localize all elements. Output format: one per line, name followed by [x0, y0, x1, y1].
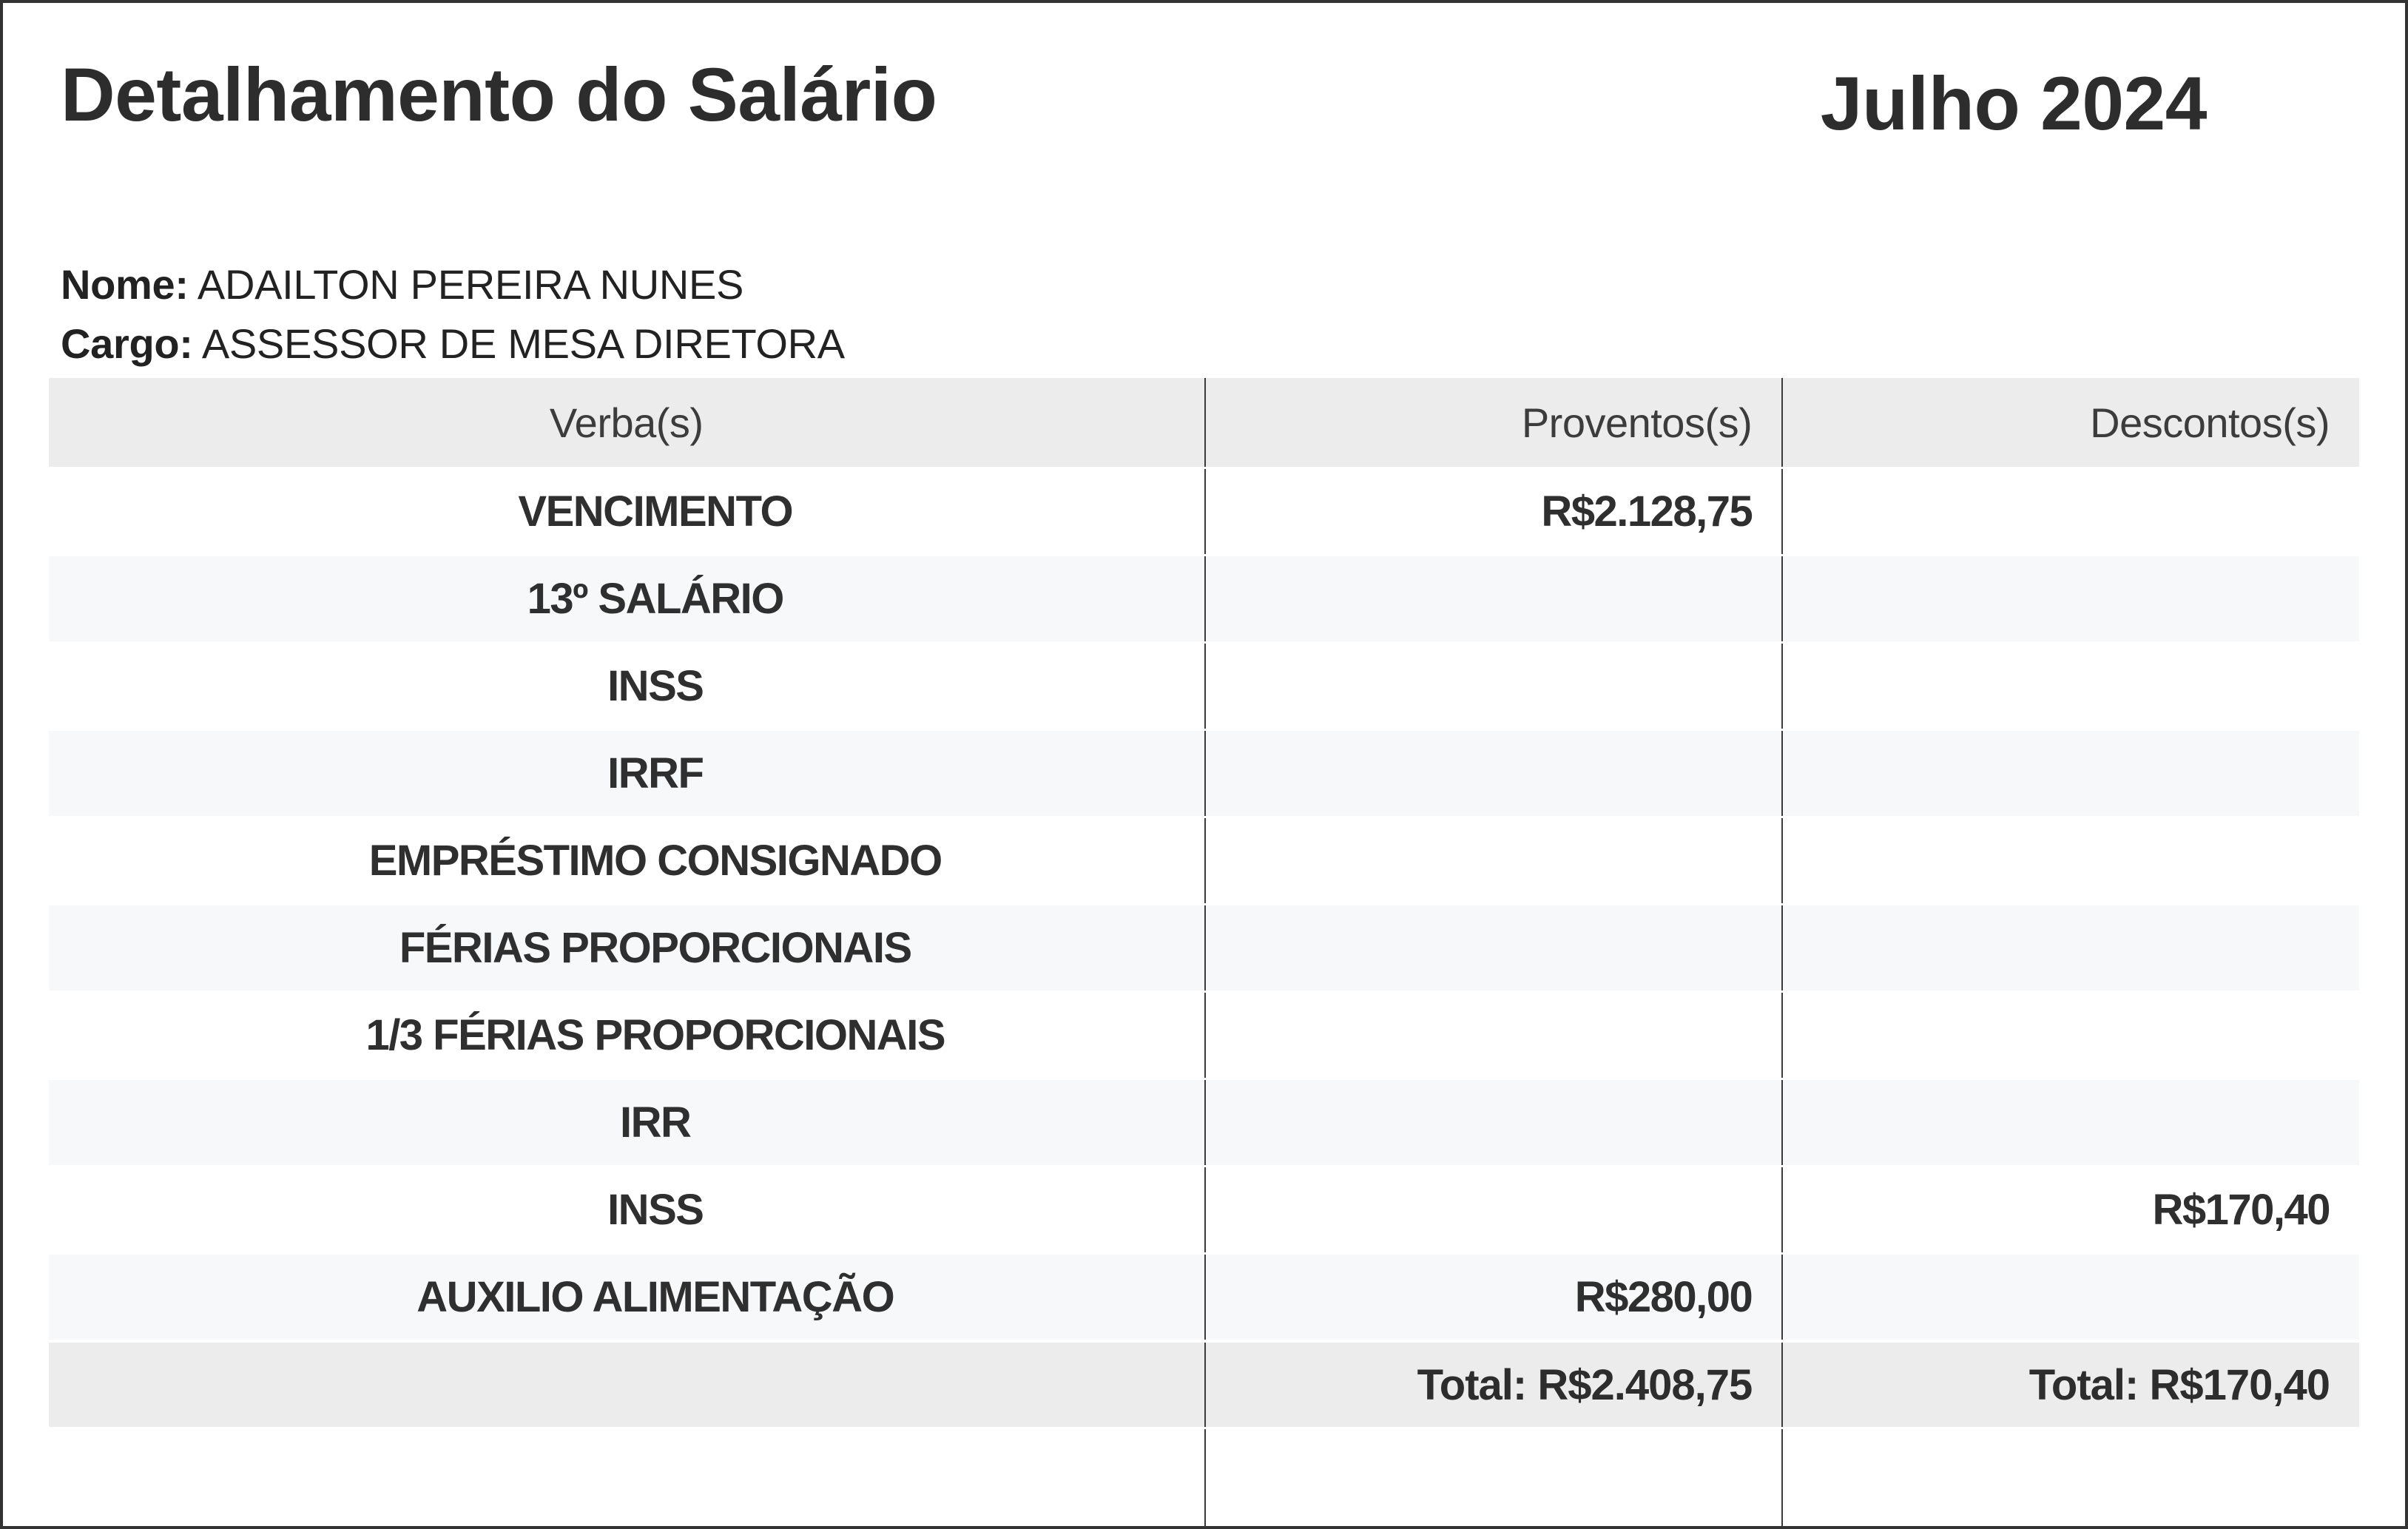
verba-cell: IRR — [620, 1098, 692, 1147]
desconto-cell — [1781, 469, 2359, 555]
desconto-cell — [1781, 644, 2359, 729]
provento-cell — [1204, 905, 1782, 991]
total-proventos: Total: R$2.408,75 — [1204, 1343, 1782, 1428]
table-row: AUXILIO ALIMENTAÇÃO R$280,00 — [49, 1252, 2359, 1340]
table-row: INSS R$170,40 — [49, 1165, 2359, 1253]
provento-cell — [1204, 731, 1782, 817]
desconto-cell — [1781, 993, 2359, 1079]
employee-role-line: Cargo: ASSESSOR DE MESA DIRETORA — [61, 314, 2347, 374]
employee-info: Nome: ADAILTON PEREIRA NUNES Cargo: ASSE… — [61, 255, 2347, 374]
verba-cell: 13º SALÁRIO — [527, 575, 785, 624]
page-title: Detalhamento do Salário — [61, 53, 937, 137]
employee-name-label: Nome: — [61, 261, 189, 308]
table-row: INSS — [49, 641, 2359, 729]
verba-cell: VENCIMENTO — [518, 487, 793, 536]
table-filler-row — [49, 1427, 2359, 1526]
totals-row: Total: R$2.408,75 Total: R$170,40 — [49, 1340, 2359, 1428]
provento-cell — [1204, 644, 1782, 729]
verba-cell: INSS — [607, 1186, 704, 1235]
table-row: FÉRIAS PROPORCIONAIS — [49, 903, 2359, 991]
employee-name-line: Nome: ADAILTON PEREIRA NUNES — [61, 255, 2347, 314]
filler-cell — [1204, 1429, 1782, 1526]
desconto-cell — [1781, 1080, 2359, 1166]
provento-cell — [1204, 1080, 1782, 1166]
column-header-proventos: Proventos(s) — [1204, 378, 1782, 468]
total-descontos: Total: R$170,40 — [1781, 1343, 2359, 1428]
provento-cell — [1204, 818, 1782, 904]
period-label: Julho 2024 — [1820, 61, 2208, 146]
table-row: 1/3 FÉRIAS PROPORCIONAIS — [49, 990, 2359, 1079]
provento-cell: R$280,00 — [1204, 1255, 1782, 1340]
filler-cell — [1781, 1429, 2359, 1526]
employee-role-value: ASSESSOR DE MESA DIRETORA — [201, 320, 845, 368]
employee-role-label: Cargo: — [61, 320, 193, 368]
desconto-cell: R$170,40 — [1781, 1167, 2359, 1253]
table-row: VENCIMENTO R$2.128,75 — [49, 467, 2359, 555]
verba-cell: AUXILIO ALIMENTAÇÃO — [416, 1273, 894, 1322]
table-row: IRRF — [49, 729, 2359, 817]
verba-cell: 1/3 FÉRIAS PROPORCIONAIS — [365, 1011, 945, 1060]
desconto-cell — [1781, 731, 2359, 817]
verba-cell: EMPRÉSTIMO CONSIGNADO — [368, 837, 943, 885]
table-row: IRR — [49, 1078, 2359, 1166]
desconto-cell — [1781, 818, 2359, 904]
employee-name-value: ADAILTON PEREIRA NUNES — [197, 261, 744, 308]
desconto-cell — [1781, 905, 2359, 991]
filler-cell — [49, 1429, 1204, 1526]
provento-cell — [1204, 993, 1782, 1079]
verba-cell: INSS — [607, 662, 704, 711]
column-header-verba: Verba(s) — [549, 399, 704, 446]
desconto-cell — [1781, 556, 2359, 642]
table-row: 13º SALÁRIO — [49, 554, 2359, 642]
provento-cell — [1204, 1167, 1782, 1253]
document-header: Detalhamento do Salário Julho 2024 — [61, 52, 2208, 147]
table-header-row: Verba(s) Proventos(s) Descontos(s) — [49, 378, 2359, 468]
column-header-descontos: Descontos(s) — [1781, 378, 2359, 468]
verba-cell: IRRF — [607, 749, 704, 798]
totals-empty-cell — [49, 1343, 1204, 1427]
salary-table: Verba(s) Proventos(s) Descontos(s) VENCI… — [49, 378, 2359, 1526]
desconto-cell — [1781, 1255, 2359, 1340]
verba-cell: FÉRIAS PROPORCIONAIS — [399, 924, 912, 973]
provento-cell: R$2.128,75 — [1204, 469, 1782, 555]
provento-cell — [1204, 556, 1782, 642]
table-row: EMPRÉSTIMO CONSIGNADO — [49, 816, 2359, 904]
